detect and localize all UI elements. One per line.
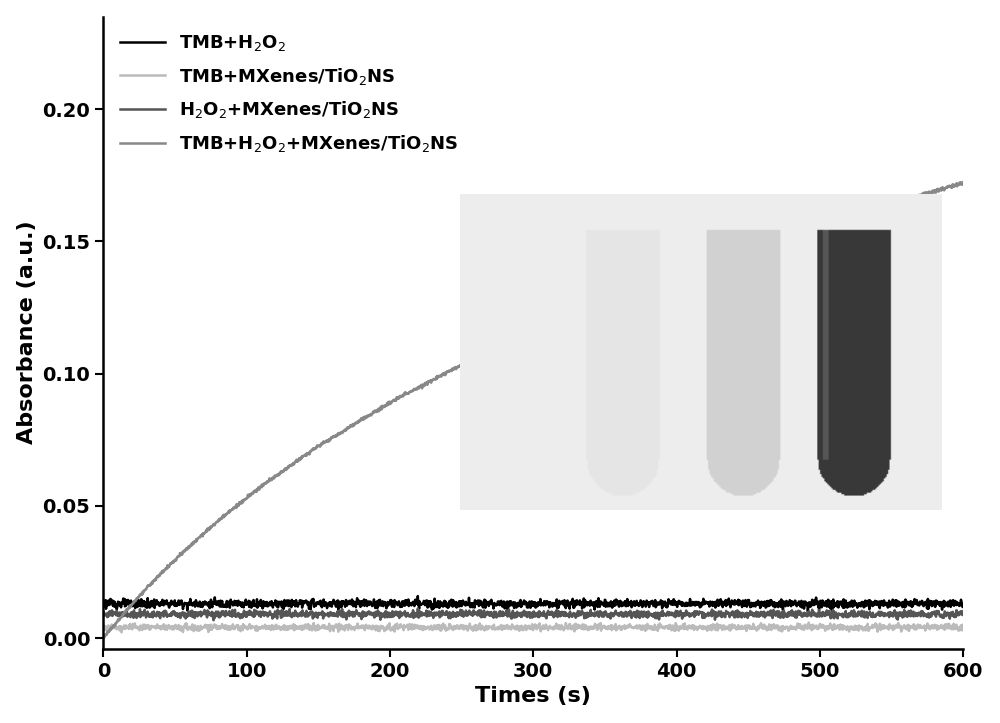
TMB+MXenes/TiO$_2$NS: [493, 623, 505, 631]
TMB+H$_2$O$_2$: [933, 599, 945, 608]
TMB+H$_2$O$_2$+MXenes/TiO$_2$NS: [516, 333, 528, 341]
TMB+H$_2$O$_2$: [412, 591, 424, 600]
TMB+H$_2$O$_2$+MXenes/TiO$_2$NS: [493, 342, 505, 351]
TMB+MXenes/TiO$_2$NS: [957, 624, 969, 633]
TMB+H$_2$O$_2$: [516, 602, 528, 610]
H$_2$O$_2$+MXenes/TiO$_2$NS: [208, 616, 220, 625]
Line: H$_2$O$_2$+MXenes/TiO$_2$NS: H$_2$O$_2$+MXenes/TiO$_2$NS: [103, 609, 963, 620]
H$_2$O$_2$+MXenes/TiO$_2$NS: [933, 607, 945, 615]
H$_2$O$_2$+MXenes/TiO$_2$NS: [957, 609, 969, 618]
TMB+H$_2$O$_2$+MXenes/TiO$_2$NS: [97, 633, 109, 642]
TMB+MXenes/TiO$_2$NS: [933, 623, 945, 632]
H$_2$O$_2$+MXenes/TiO$_2$NS: [412, 604, 424, 613]
Legend: TMB+H$_2$O$_2$, TMB+MXenes/TiO$_2$NS, H$_2$O$_2$+MXenes/TiO$_2$NS, TMB+H$_2$O$_2: TMB+H$_2$O$_2$, TMB+MXenes/TiO$_2$NS, H$…: [112, 26, 466, 161]
H$_2$O$_2$+MXenes/TiO$_2$NS: [141, 608, 153, 617]
H$_2$O$_2$+MXenes/TiO$_2$NS: [933, 609, 945, 618]
TMB+H$_2$O$_2$: [957, 599, 969, 608]
TMB+H$_2$O$_2$+MXenes/TiO$_2$NS: [98, 633, 110, 642]
TMB+H$_2$O$_2$+MXenes/TiO$_2$NS: [933, 187, 945, 196]
TMB+MXenes/TiO$_2$NS: [933, 625, 945, 633]
TMB+H$_2$O$_2$: [933, 599, 945, 607]
TMB+MXenes/TiO$_2$NS: [803, 618, 815, 627]
TMB+H$_2$O$_2$+MXenes/TiO$_2$NS: [932, 186, 944, 194]
TMB+H$_2$O$_2$: [97, 602, 109, 610]
TMB+H$_2$O$_2$+MXenes/TiO$_2$NS: [957, 178, 969, 187]
H$_2$O$_2$+MXenes/TiO$_2$NS: [97, 611, 109, 620]
TMB+H$_2$O$_2$+MXenes/TiO$_2$NS: [775, 235, 787, 244]
TMB+MXenes/TiO$_2$NS: [775, 625, 787, 633]
H$_2$O$_2$+MXenes/TiO$_2$NS: [775, 609, 787, 618]
H$_2$O$_2$+MXenes/TiO$_2$NS: [516, 611, 528, 620]
Line: TMB+H$_2$O$_2$: TMB+H$_2$O$_2$: [103, 596, 963, 612]
TMB+H$_2$O$_2$+MXenes/TiO$_2$NS: [142, 581, 154, 590]
Line: TMB+MXenes/TiO$_2$NS: TMB+MXenes/TiO$_2$NS: [103, 623, 963, 633]
TMB+MXenes/TiO$_2$NS: [97, 626, 109, 635]
TMB+H$_2$O$_2$: [802, 607, 814, 616]
TMB+H$_2$O$_2$: [493, 599, 505, 607]
X-axis label: Times (s): Times (s): [475, 686, 591, 706]
TMB+MXenes/TiO$_2$NS: [115, 628, 127, 637]
TMB+MXenes/TiO$_2$NS: [516, 623, 528, 631]
TMB+H$_2$O$_2$: [141, 598, 153, 607]
TMB+H$_2$O$_2$: [775, 602, 787, 611]
Line: TMB+H$_2$O$_2$+MXenes/TiO$_2$NS: TMB+H$_2$O$_2$+MXenes/TiO$_2$NS: [103, 182, 963, 638]
Y-axis label: Absorbance (a.u.): Absorbance (a.u.): [17, 221, 37, 445]
TMB+MXenes/TiO$_2$NS: [142, 623, 154, 631]
H$_2$O$_2$+MXenes/TiO$_2$NS: [494, 607, 506, 616]
